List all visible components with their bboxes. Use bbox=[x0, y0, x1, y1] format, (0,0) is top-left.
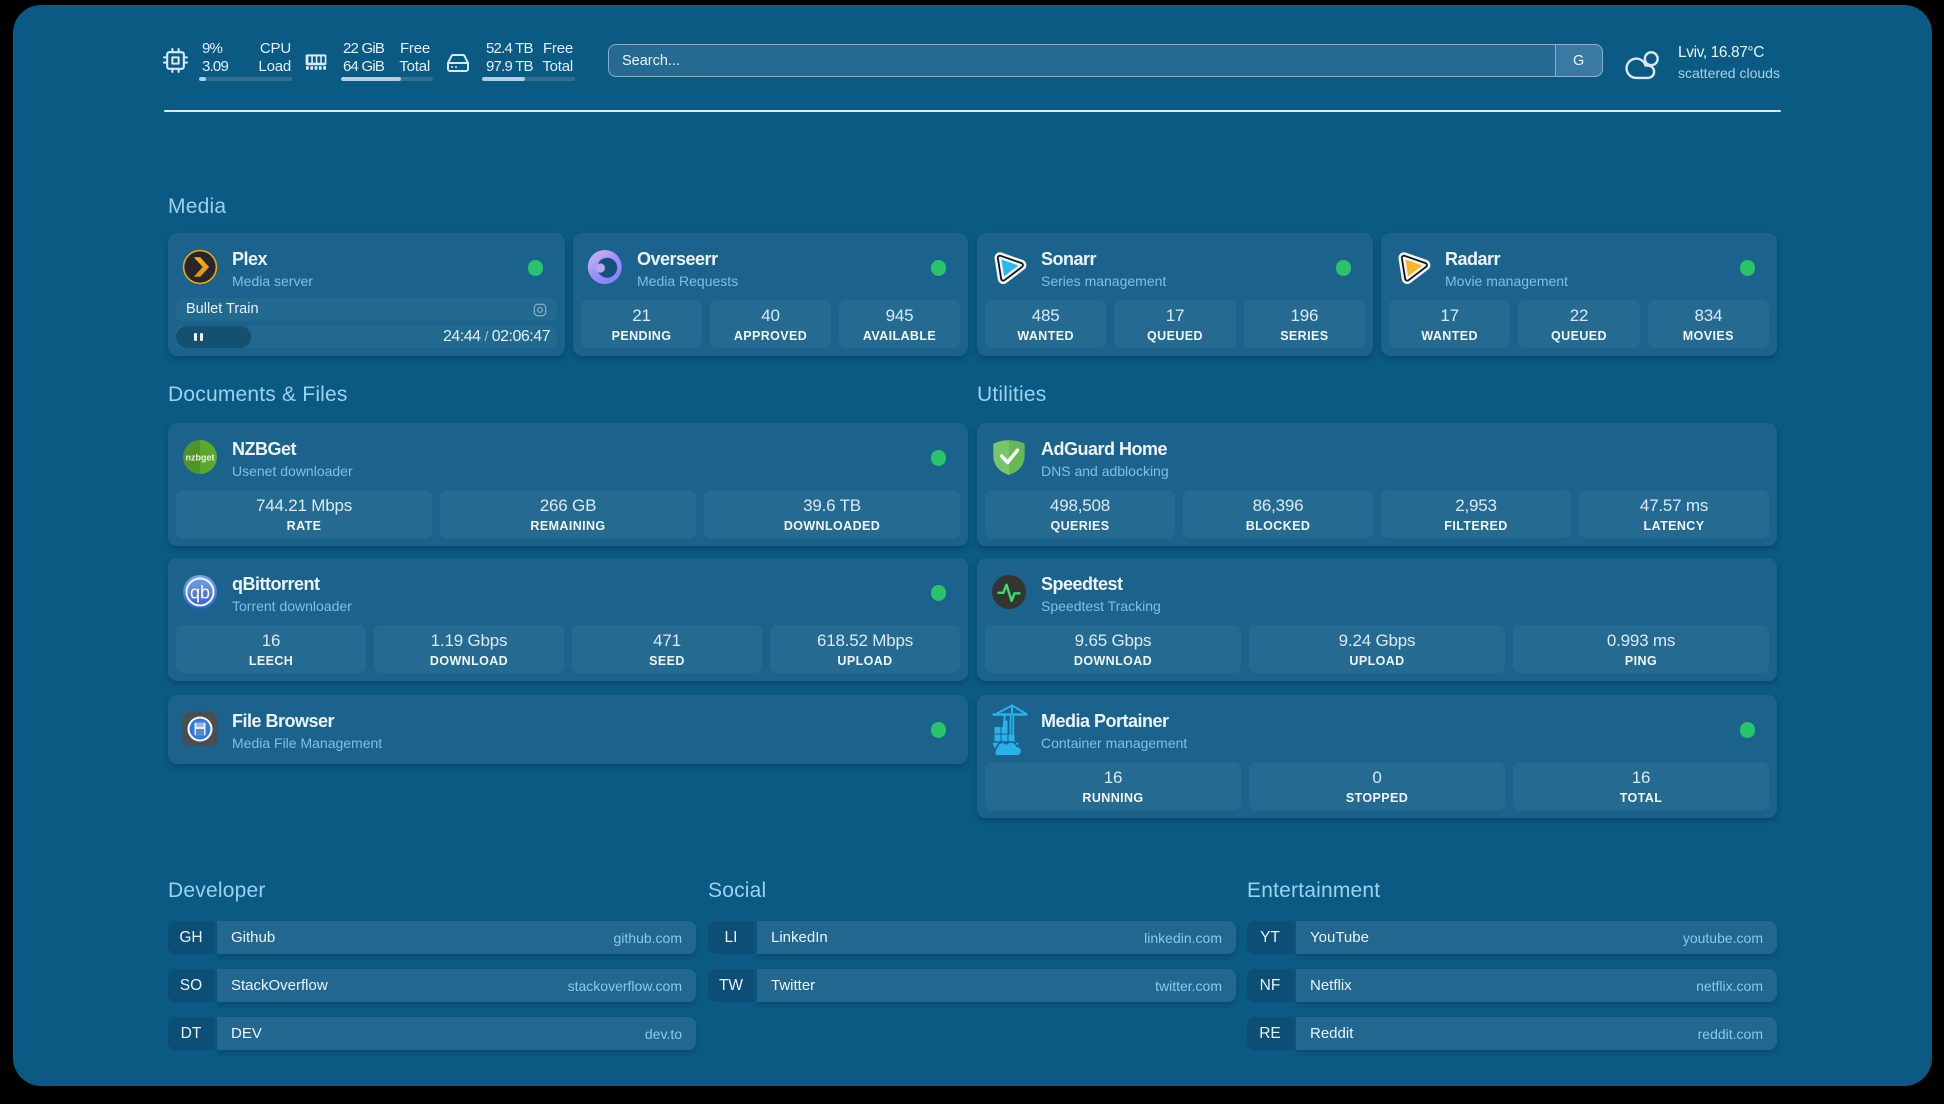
svg-text:nzbget: nzbget bbox=[186, 453, 215, 463]
svg-text:qb: qb bbox=[190, 583, 210, 603]
